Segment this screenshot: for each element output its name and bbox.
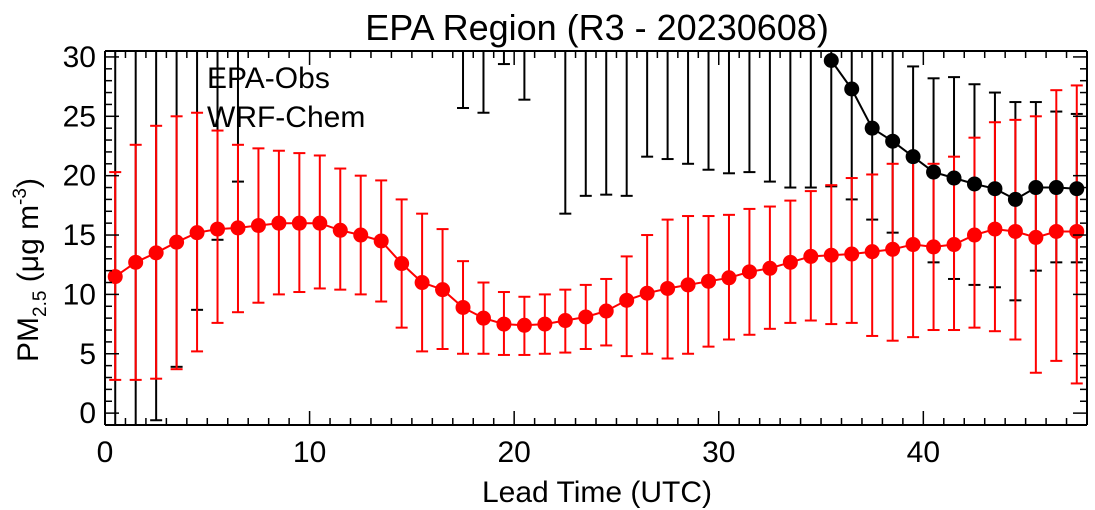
wrf-data-point — [680, 277, 696, 293]
wrf-data-point — [598, 303, 614, 319]
y-tick-label: 10 — [63, 278, 96, 311]
plot-area — [107, 51, 1085, 425]
wrf-data-point — [148, 245, 164, 261]
wrf-data-point — [169, 234, 185, 250]
wrf-data-point — [250, 218, 266, 234]
y-axis-label-subscript: 2.5 — [30, 291, 51, 317]
legend-entry-epa-obs: EPA-Obs — [207, 62, 330, 95]
wrf-data-point — [946, 237, 962, 253]
wrf-data-point — [312, 215, 328, 231]
wrf-data-point — [537, 316, 553, 332]
wrf-data-point — [762, 260, 778, 276]
y-tick-label: 5 — [79, 338, 96, 371]
y-axis-label-unit: (μg m — [12, 205, 45, 291]
wrf-data-point — [966, 227, 982, 243]
wrf-data-point — [885, 241, 901, 257]
x-tick-label: 20 — [497, 436, 530, 469]
wrf-data-point — [782, 254, 798, 270]
legend-entry-wrf-chem: WRF-Chem — [207, 101, 365, 134]
x-axis-label: Lead Time (UTC) — [482, 476, 712, 509]
wrf-data-point — [639, 285, 655, 301]
wrf-data-point — [1028, 229, 1044, 245]
y-tick-label: 15 — [63, 219, 96, 252]
obs-data-point — [946, 170, 962, 186]
axes: 0 10 20 30 40 0 5 10 15 20 25 30 — [63, 41, 1088, 469]
wrf-data-point — [864, 244, 880, 260]
wrf-data-point — [987, 221, 1003, 237]
wrf-data-point — [926, 239, 942, 255]
wrf-data-point — [394, 256, 410, 272]
obs-data-point — [1007, 191, 1023, 207]
wrf-data-point — [332, 222, 348, 238]
x-tick-label: 40 — [907, 436, 940, 469]
obs-data-point — [885, 133, 901, 149]
wrf-data-point — [823, 247, 839, 263]
wrf-data-point — [619, 292, 635, 308]
wrf-data-point — [721, 270, 737, 286]
wrf-data-point — [905, 237, 921, 253]
wrf-data-point — [291, 215, 307, 231]
obs-data-point — [1069, 181, 1085, 197]
obs-data-point — [844, 81, 860, 97]
wrf-data-point — [230, 220, 246, 236]
wrf-data-point — [353, 227, 369, 243]
y-axis-label: PM2.5 (μg m-3) — [10, 178, 51, 362]
wrf-data-point — [189, 225, 205, 241]
obs-data-point — [1028, 180, 1044, 196]
wrf-data-point — [660, 280, 676, 296]
wrf-data-point — [475, 310, 491, 326]
wrf-data-point — [414, 275, 430, 291]
wrf-data-point — [557, 313, 573, 329]
wrf-data-point — [578, 309, 594, 325]
wrf-data-point — [1007, 223, 1023, 239]
obs-data-point — [966, 176, 982, 192]
wrf-series-line — [114, 222, 1077, 327]
y-axis-label-superscript: -3 — [10, 188, 31, 205]
wrf-data-point — [435, 282, 451, 298]
wrf-data-point — [701, 273, 717, 289]
plot-clipped-group — [107, 51, 1085, 425]
wrf-data-point — [844, 246, 860, 262]
wrf-data-point — [1069, 223, 1085, 239]
wrf-data-point — [373, 233, 389, 249]
x-tick-label: 30 — [702, 436, 735, 469]
wrf-data-point — [128, 254, 144, 270]
y-axis-label-base: PM — [12, 317, 45, 362]
obs-data-point — [823, 52, 839, 68]
obs-data-point — [864, 120, 880, 136]
wrf-data-point — [455, 299, 471, 315]
x-tick-label: 0 — [97, 436, 114, 469]
y-axis-label-close: ) — [12, 178, 45, 188]
wrf-data-point — [516, 317, 532, 333]
chart-title: EPA Region (R3 - 20230608) — [365, 7, 829, 48]
legend: EPA-Obs WRF-Chem — [207, 62, 365, 134]
obs-data-point — [905, 149, 921, 165]
obs-data-point — [1048, 180, 1064, 196]
wrf-data-point — [271, 215, 287, 231]
wrf-data-point — [496, 316, 512, 332]
y-tick-label: 20 — [63, 160, 96, 193]
x-tick-label: 10 — [293, 436, 326, 469]
obs-data-point — [987, 181, 1003, 197]
wrf-data-point — [1048, 223, 1064, 239]
y-tick-label: 30 — [63, 41, 96, 74]
y-tick-label: 25 — [63, 100, 96, 133]
wrf-data-point — [210, 221, 226, 237]
wrf-data-point — [741, 264, 757, 280]
wrf-data-point — [107, 269, 123, 285]
wrf-data-point — [803, 248, 819, 264]
obs-data-point — [926, 164, 942, 180]
y-tick-label: 0 — [79, 397, 96, 430]
